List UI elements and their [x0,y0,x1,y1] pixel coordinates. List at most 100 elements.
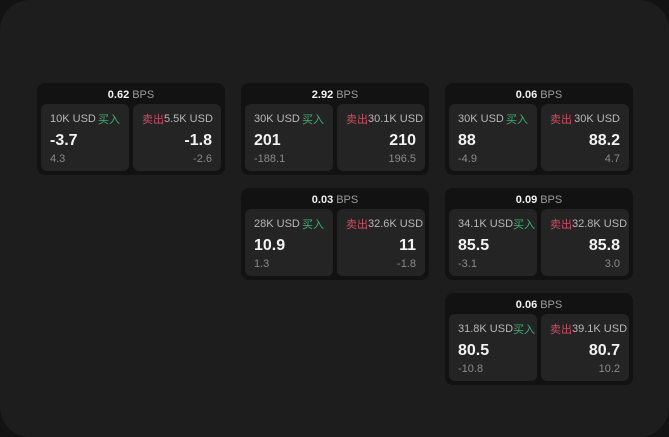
buy-sub-value: -10.8 [458,363,484,375]
sell-panel[interactable]: 卖出 30.1K USD 210 196.5 [337,104,425,171]
buy-size: 34.1K USD [458,218,514,230]
sell-value: 80.7 [588,342,620,359]
bps-value: 0.06 [515,89,538,101]
buy-panel[interactable]: 30K USD 买入 201 -188.1 [245,104,333,171]
buy-panel[interactable]: 30K USD 买入 88 -4.9 [449,104,537,171]
buy-sub-value: 1.3 [254,258,270,270]
buy-label: 买入 [302,219,324,231]
buy-value: 85.5 [458,237,490,254]
sell-size: 32.6K USD [368,218,424,230]
sell-panel[interactable]: 卖出 30K USD 88.2 4.7 [541,104,629,171]
buy-panel[interactable]: 34.1K USD 买入 85.5 -3.1 [449,209,537,276]
sell-size: 30.1K USD [368,113,424,125]
buy-top-row: 30K USD 买入 [254,111,324,127]
quote-card[interactable]: 0.06 BPS 31.8K USD 买入 80.5 -10.8 卖出 39.1K… [445,293,633,385]
sell-sub-value: 10.2 [598,363,620,375]
sell-sub-value: -2.6 [193,153,212,165]
buy-top-row: 28K USD 买入 [254,216,324,232]
sell-sub-value: -1.8 [397,258,416,270]
sell-top-row: 卖出 30K USD [550,111,620,127]
buy-panel[interactable]: 10K USD 买入 -3.7 4.3 [41,104,129,171]
buy-label: 买入 [513,324,536,336]
buy-size: 28K USD [254,218,300,230]
sell-value: 11 [399,237,416,254]
quote-card[interactable]: 0.09 BPS 34.1K USD 买入 85.5 -3.1 卖出 32.8K … [445,188,633,280]
sell-label: 卖出 [346,114,368,126]
bps-value: 0.09 [515,194,538,206]
card-header: 2.92 BPS [245,86,425,104]
sell-label: 卖出 [142,114,164,126]
quote-card[interactable]: 0.62 BPS 10K USD 买入 -3.7 4.3 卖出 5.5K USD … [37,83,225,175]
bps-value: 0.06 [515,299,538,311]
card-header: 0.06 BPS [449,86,629,104]
buy-value: 201 [254,132,281,149]
buy-size: 30K USD [254,113,300,125]
bps-value: 0.03 [311,194,334,206]
buy-size: 30K USD [458,113,504,125]
card-body: 31.8K USD 买入 80.5 -10.8 卖出 39.1K USD 80.… [449,314,629,381]
bps-unit: BPS [540,89,563,101]
card-body: 30K USD 买入 88 -4.9 卖出 30K USD 88.2 4.7 [449,104,629,171]
buy-label: 买入 [513,219,536,231]
buy-value: 88 [458,132,476,149]
sell-top-row: 卖出 32.8K USD [550,216,627,232]
buy-sub-value: -188.1 [254,153,286,165]
buy-size: 10K USD [50,113,96,125]
sell-sub-value: 3.0 [604,258,620,270]
quote-card[interactable]: 2.92 BPS 30K USD 买入 201 -188.1 卖出 30.1K U… [241,83,429,175]
card-header: 0.09 BPS [449,191,629,209]
sell-size: 5.5K USD [164,113,213,125]
sell-value: 88.2 [588,132,620,149]
buy-top-row: 31.8K USD 买入 [458,321,535,337]
buy-sub-value: 4.3 [50,153,66,165]
sell-sub-value: 4.7 [604,153,620,165]
sell-panel[interactable]: 卖出 32.6K USD 11 -1.8 [337,209,425,276]
sell-top-row: 卖出 39.1K USD [550,321,627,337]
card-body: 10K USD 买入 -3.7 4.3 卖出 5.5K USD -1.8 -2.… [41,104,221,171]
sell-label: 卖出 [550,114,572,126]
card-header: 0.62 BPS [41,86,221,104]
card-body: 28K USD 买入 10.9 1.3 卖出 32.6K USD 11 -1.8 [245,209,425,276]
card-header: 0.06 BPS [449,296,629,314]
sell-value: -1.8 [184,132,212,149]
sell-top-row: 卖出 5.5K USD [142,111,213,127]
sell-panel[interactable]: 卖出 32.8K USD 85.8 3.0 [541,209,629,276]
sell-size: 32.8K USD [572,218,628,230]
buy-value: -3.7 [50,132,78,149]
sell-panel[interactable]: 卖出 5.5K USD -1.8 -2.6 [133,104,221,171]
card-body: 34.1K USD 买入 85.5 -3.1 卖出 32.8K USD 85.8… [449,209,629,276]
sell-label: 卖出 [550,324,572,336]
sell-size: 39.1K USD [572,323,628,335]
sell-top-row: 卖出 32.6K USD [346,216,423,232]
bps-unit: BPS [336,194,359,206]
buy-size: 31.8K USD [458,323,514,335]
buy-sub-value: -3.1 [458,258,477,270]
bps-value: 0.62 [107,89,130,101]
bps-unit: BPS [540,299,563,311]
sell-size: 30K USD [574,113,620,125]
buy-value: 80.5 [458,342,490,359]
sell-label: 卖出 [346,219,368,231]
quote-card[interactable]: 0.06 BPS 30K USD 买入 88 -4.9 卖出 30K USD 88… [445,83,633,175]
buy-panel[interactable]: 31.8K USD 买入 80.5 -10.8 [449,314,537,381]
sell-value: 210 [389,132,416,149]
buy-panel[interactable]: 28K USD 买入 10.9 1.3 [245,209,333,276]
sell-value: 85.8 [588,237,620,254]
buy-sub-value: -4.9 [458,153,477,165]
buy-top-row: 30K USD 买入 [458,111,528,127]
bps-unit: BPS [336,89,359,101]
quote-card[interactable]: 0.03 BPS 28K USD 买入 10.9 1.3 卖出 32.6K USD… [241,188,429,280]
buy-label: 买入 [302,114,324,126]
sell-sub-value: 196.5 [388,153,416,165]
card-header: 0.03 BPS [245,191,425,209]
buy-label: 买入 [98,114,120,126]
buy-label: 买入 [506,114,528,126]
bps-unit: BPS [540,194,563,206]
bps-unit: BPS [132,89,155,101]
sell-label: 卖出 [550,219,572,231]
sell-panel[interactable]: 卖出 39.1K USD 80.7 10.2 [541,314,629,381]
buy-value: 10.9 [254,237,286,254]
card-body: 30K USD 买入 201 -188.1 卖出 30.1K USD 210 1… [245,104,425,171]
buy-top-row: 10K USD 买入 [50,111,120,127]
